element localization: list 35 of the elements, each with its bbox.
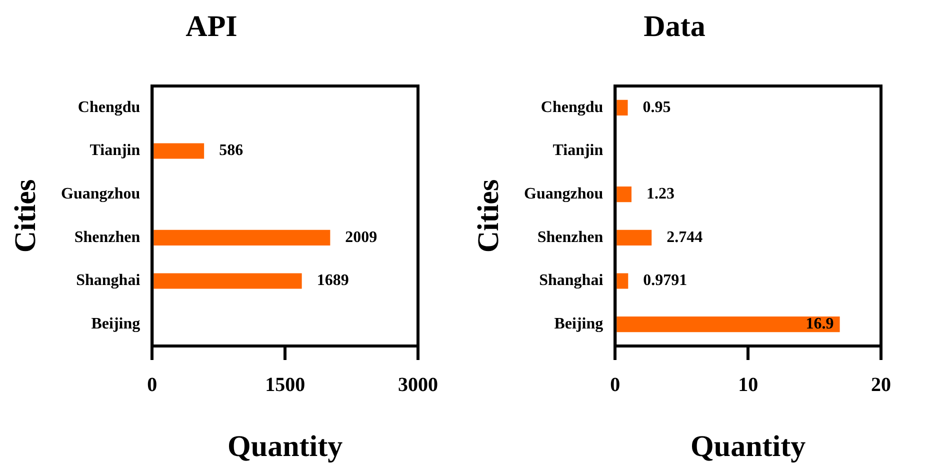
bar <box>154 230 330 246</box>
data-label: 0.95 <box>642 98 671 116</box>
y-axis-title: Cities <box>472 179 505 253</box>
y-tick-label: Beijing <box>554 315 604 332</box>
y-tick-label: Beijing <box>91 315 140 332</box>
y-tick-label: Tianjin <box>552 142 604 160</box>
x-axis-title: Quantity <box>228 430 343 463</box>
data-label: 586 <box>219 142 244 160</box>
data-label: 16.9 <box>806 315 834 332</box>
data-label: 0.9791 <box>643 272 688 290</box>
y-tick-label: Chengdu <box>78 98 140 116</box>
x-tick-label: 10 <box>738 374 758 396</box>
y-tick-label: Chengdu <box>540 98 604 116</box>
chart-title: Data <box>644 10 706 43</box>
bar <box>154 273 302 289</box>
y-tick-label: Tianjin <box>90 142 140 160</box>
y-tick-label: Shanghai <box>76 272 141 290</box>
y-tick-label: Shanghai <box>539 272 604 290</box>
y-axis-title: Cities <box>8 179 42 253</box>
data-label: 2009 <box>345 228 378 246</box>
x-tick-label: 0 <box>610 374 620 396</box>
data-label: 2.744 <box>666 228 703 246</box>
x-tick-label: 0 <box>147 374 158 396</box>
y-tick-label: Guangzhou <box>61 185 140 202</box>
chart-title: API <box>186 10 238 43</box>
data-label: 1.23 <box>646 185 674 202</box>
x-tick-label: 3000 <box>398 374 438 396</box>
x-tick-label: 1500 <box>265 374 306 396</box>
y-tick-label: Shenzhen <box>537 228 604 246</box>
x-axis-title: Quantity <box>690 430 806 463</box>
data-label: 1689 <box>316 272 349 290</box>
y-tick-label: Guangzhou <box>524 185 604 202</box>
x-tick-label: 20 <box>871 374 891 396</box>
y-tick-label: Shenzhen <box>74 228 140 246</box>
bar <box>154 143 204 159</box>
